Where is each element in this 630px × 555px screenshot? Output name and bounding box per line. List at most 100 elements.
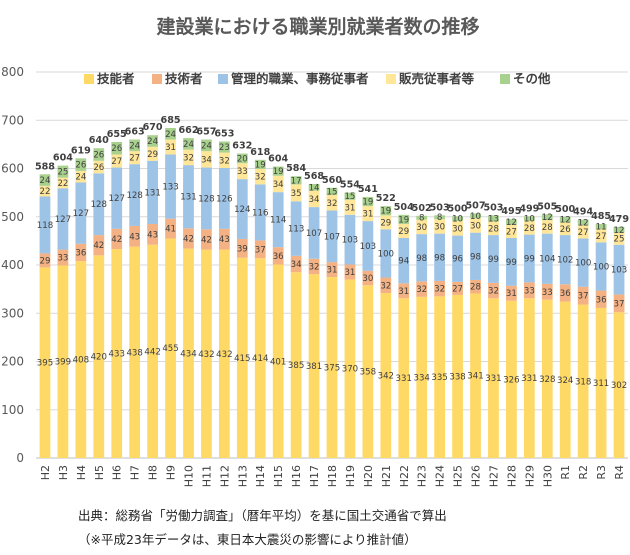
bar-segment (434, 280, 446, 297)
segment-value-label: 31 (506, 289, 517, 299)
segment-value-label: 432 (198, 350, 214, 360)
bar-segment (201, 167, 212, 230)
bar-segment (218, 228, 230, 250)
bar-segment (272, 175, 284, 193)
bar-segment (344, 264, 356, 280)
segment-value-label: 15 (327, 187, 338, 197)
bar-segment (523, 282, 535, 299)
legend-swatch (386, 74, 396, 84)
bar-segment (577, 304, 589, 458)
bar-segment (254, 240, 266, 259)
segment-value-label: 326 (503, 375, 519, 385)
bar-segment (344, 214, 356, 265)
bar-segment (613, 226, 625, 233)
bar-segment (398, 237, 410, 284)
bar-segment (183, 228, 194, 249)
segment-value-label: 302 (611, 381, 627, 391)
bar-segment (129, 164, 141, 226)
bar-segment (380, 277, 392, 293)
segment-value-label: 26 (93, 163, 104, 173)
bar-segment (559, 216, 571, 223)
segment-value-label: 127 (55, 215, 71, 225)
bar-segment (57, 165, 69, 178)
segment-value-label: 30 (470, 221, 481, 231)
segment-value-label: 33 (542, 288, 553, 298)
bar-segment (380, 206, 392, 216)
bar-segment (470, 213, 481, 219)
bar-segment (434, 233, 446, 281)
x-tick-label: R4 (613, 465, 626, 480)
bar-segment (57, 188, 69, 250)
segment-value-label: 335 (431, 373, 447, 383)
y-tick-label: 700 (1, 113, 24, 127)
segment-value-label: 30 (452, 224, 463, 234)
bar-segment (254, 159, 266, 169)
bar-segment (93, 235, 105, 256)
legend-label: 技術者 (165, 71, 203, 86)
legend-swatch (152, 74, 162, 84)
segment-value-label: 36 (560, 289, 571, 299)
bar-segment (380, 292, 392, 458)
segment-value-label: 27 (578, 228, 589, 238)
bar-segment (147, 146, 158, 161)
bar-segment (272, 166, 284, 176)
segment-value-label: 128 (126, 191, 142, 201)
segment-value-label: 24 (165, 130, 176, 140)
x-tick-label: H20 (362, 465, 375, 487)
segment-value-label: 103 (342, 236, 358, 246)
segment-value-label: 32 (380, 281, 391, 291)
total-value-label: 560 (322, 175, 342, 186)
bar-segment (613, 232, 625, 245)
bar-segment (75, 158, 87, 171)
bar-segment (416, 219, 428, 235)
remark-note: （※平成23年データは、東日本大震災の影響により推計値） (78, 532, 417, 547)
bar-segment (290, 184, 302, 202)
bar-segment (523, 234, 535, 283)
segment-value-label: 12 (578, 219, 589, 229)
segment-value-label: 98 (416, 254, 427, 264)
segment-value-label: 31 (362, 210, 373, 220)
bar-segment (452, 235, 463, 282)
x-tick-label: R3 (595, 465, 608, 480)
bar-segment (308, 183, 320, 191)
bar-segment (218, 141, 230, 153)
segment-value-label: 30 (434, 222, 445, 232)
total-value-label: 499 (519, 203, 539, 214)
x-tick-label: H24 (434, 465, 447, 487)
bar-segment (308, 274, 320, 458)
bar-segment (595, 307, 607, 458)
bar-segment (362, 270, 374, 286)
bar-segment (254, 184, 266, 241)
x-tick-label: H6 (111, 465, 124, 480)
segment-value-label: 375 (324, 364, 340, 374)
segment-value-label: 11 (596, 223, 607, 233)
bar-segment (470, 293, 481, 458)
segment-value-label: 31 (327, 266, 338, 276)
total-value-label: 507 (465, 200, 485, 211)
x-tick-label: H10 (182, 465, 195, 487)
y-axis: 0 100 200 300 400 500 600 700 800 (1, 65, 24, 465)
x-tick-label: H9 (165, 465, 178, 480)
segment-value-label: 29 (380, 218, 391, 228)
segment-value-label: 41 (165, 225, 176, 235)
x-tick-label: H5 (93, 465, 106, 480)
bar-segment (39, 185, 51, 197)
segment-value-label: 331 (485, 374, 501, 384)
bar-segment (541, 283, 553, 300)
bar-segment (488, 221, 499, 236)
bar-segment (75, 170, 87, 183)
x-tick-label: R2 (577, 465, 590, 480)
bar-segment (452, 294, 463, 458)
bar-segment (165, 238, 176, 458)
legend-label: 販売従事者等 (399, 71, 475, 86)
bar-segment (577, 286, 589, 305)
segment-value-label: 338 (449, 372, 465, 382)
segment-value-label: 10 (452, 215, 463, 225)
bar-segment (290, 201, 302, 256)
segment-value-label: 341 (467, 372, 483, 382)
bar-segment (183, 248, 194, 458)
segment-value-label: 128 (91, 200, 107, 210)
bar-segment (39, 253, 51, 268)
segment-value-label: 116 (252, 208, 268, 218)
legend-swatch (84, 74, 94, 84)
